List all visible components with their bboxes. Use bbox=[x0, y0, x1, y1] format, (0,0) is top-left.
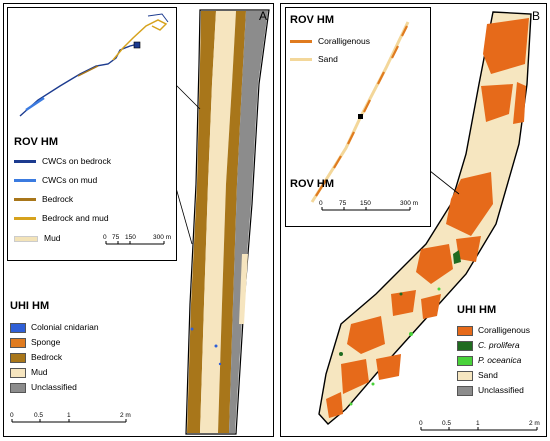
legend-item-bedrock: Bedrock bbox=[14, 194, 73, 204]
cnidarian-speck bbox=[218, 362, 222, 366]
rov-scale-b-300: 300 m bbox=[400, 200, 419, 207]
rov-scale-b-0: 0 bbox=[319, 200, 323, 207]
strip-b-coralligenous bbox=[326, 18, 529, 418]
uhi-item-colonial-cnidarian: Colonial cnidarian bbox=[10, 322, 99, 333]
legend-item-cwcs-mud: CWCs on mud bbox=[14, 175, 97, 185]
rov-inset-a: ROV HM CWCs on bedrock CWCs on mud Bedro… bbox=[7, 7, 177, 261]
scale-a-1: 1 bbox=[67, 412, 71, 419]
scale-bar-b bbox=[420, 427, 538, 431]
rov-scale-a-300: 300 m bbox=[153, 234, 172, 241]
rov-legend-title-a: ROV HM bbox=[14, 136, 58, 148]
scale-b-05: 0.5 bbox=[442, 420, 452, 427]
uhi-item-bedrock: Bedrock bbox=[10, 352, 62, 363]
panel-letter-b: B bbox=[531, 9, 540, 23]
strip-b-p-oceanica bbox=[349, 287, 441, 406]
scale-a-2: 2 m bbox=[120, 412, 131, 419]
scale-bar-a bbox=[11, 419, 127, 423]
strip-a-mud-patch bbox=[239, 254, 248, 324]
rov-track-b bbox=[310, 21, 411, 211]
rov-legend-title-b: ROV HM bbox=[290, 14, 334, 26]
legend-item-bedrock-mud: Bedrock and mud bbox=[14, 213, 109, 223]
uhi-item-mud: Mud bbox=[10, 367, 48, 378]
cnidarian-speck bbox=[190, 327, 194, 331]
strip-a-bedrock-left bbox=[187, 11, 216, 433]
strip-a-bedrock-right bbox=[218, 11, 246, 433]
scale-b-1: 1 bbox=[476, 420, 480, 427]
scale-a-0: 0 bbox=[10, 412, 14, 419]
panel-b: B ROV HM Coralligenous Sand ROV HM 0 75 … bbox=[280, 3, 547, 437]
rov-inset-b: ROV HM Coralligenous Sand ROV HM 0 75 15… bbox=[285, 7, 431, 227]
strip-b-c-prolifera bbox=[339, 250, 461, 356]
uhi-item-p-oceanica: P. oceanica bbox=[457, 355, 521, 366]
uhi-item-c-prolifera: C. prolifera bbox=[457, 340, 520, 351]
uhi-item-unclassified-b: Unclassified bbox=[457, 385, 524, 396]
rov-scale-a-0: 0 bbox=[103, 234, 107, 241]
scale-b-0: 0 bbox=[419, 420, 423, 427]
panel-b-map bbox=[318, 11, 538, 431]
uhi-item-unclassified: Unclassified bbox=[10, 382, 77, 393]
panel-a: A ROV HM CWCs on bedrock CWCs on mud Bed… bbox=[3, 3, 274, 437]
strip-a-mud bbox=[200, 11, 236, 433]
uhi-item-coralligenous: Coralligenous bbox=[457, 325, 530, 336]
legend-item-cwcs-bedrock: CWCs on bedrock bbox=[14, 156, 111, 166]
scale-b-2: 2 m bbox=[529, 420, 540, 427]
legend-item-mud: Mud bbox=[14, 233, 61, 243]
uhi-legend-title-b: UHI HM bbox=[457, 304, 497, 316]
panel-letter-a: A bbox=[258, 9, 267, 23]
scale-a-05: 0.5 bbox=[34, 412, 44, 419]
rov-scale-a-150: 150 bbox=[125, 234, 136, 241]
legend-item-coralligenous: Coralligenous bbox=[290, 36, 370, 46]
legend-item-sand: Sand bbox=[290, 54, 338, 64]
rov-scale-b-75: 75 bbox=[339, 200, 347, 207]
rov-track-a bbox=[19, 13, 169, 245]
rov-legend-title-b2: ROV HM bbox=[290, 178, 334, 190]
uhi-item-sponge: Sponge bbox=[10, 337, 60, 348]
uhi-legend-title-a: UHI HM bbox=[10, 300, 50, 312]
cnidarian-speck bbox=[214, 344, 218, 348]
strip-a-unclassified bbox=[229, 11, 268, 433]
uhi-item-sand: Sand bbox=[457, 370, 498, 381]
rov-scale-b-150: 150 bbox=[360, 200, 371, 207]
rov-scale-a-75: 75 bbox=[112, 234, 120, 241]
